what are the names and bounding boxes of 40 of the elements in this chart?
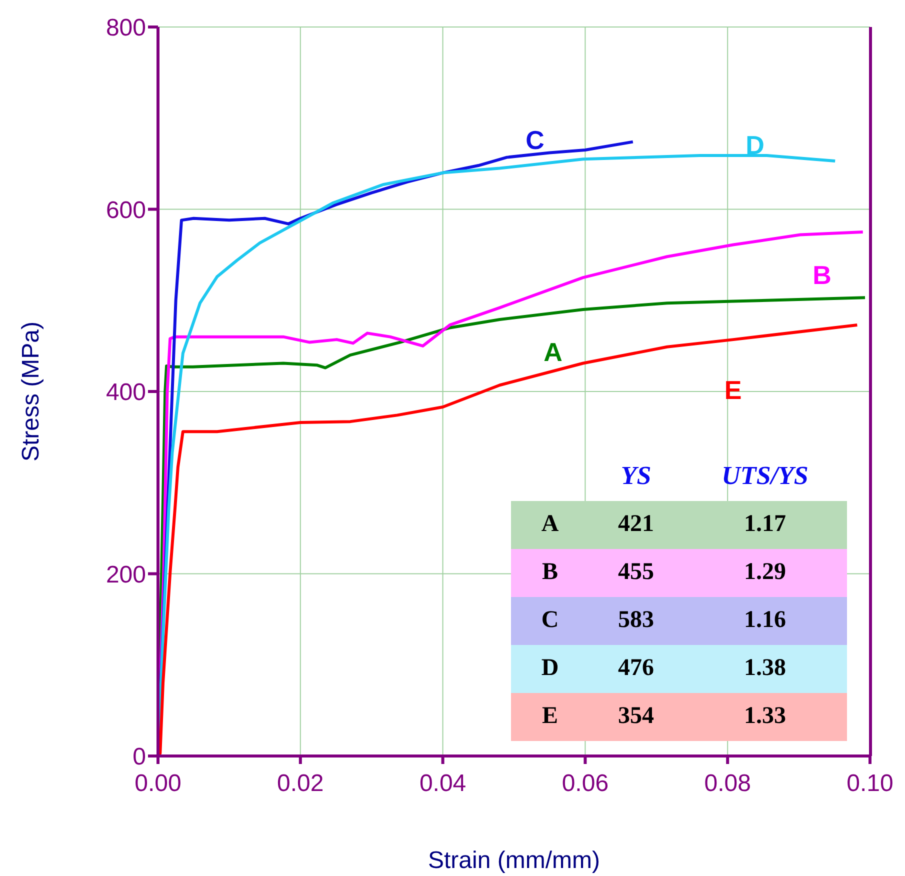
- annotation: 1.16: [743, 607, 787, 634]
- x-tick-label: 0.04: [419, 770, 466, 798]
- annotation: 1.38: [743, 655, 787, 682]
- y-tick-label: 400: [106, 379, 146, 406]
- x-tick-label: 0.08: [704, 770, 751, 798]
- annotation: 1.17: [743, 511, 787, 538]
- x-tick-label: 0.06: [562, 770, 609, 798]
- annotation: 476: [617, 655, 655, 682]
- annotation: E: [540, 703, 559, 730]
- x-tick-label: 0.10: [846, 770, 894, 798]
- y-tick-label: 600: [106, 196, 146, 224]
- table-row: C 583 1.16: [511, 597, 847, 645]
- annotation: YS: [620, 461, 652, 491]
- table-row: D 476 1.38: [511, 645, 847, 693]
- series-label: A: [542, 336, 564, 368]
- annotation: UTS/YS: [720, 461, 810, 491]
- y-axis-title: Stress (MPa): [18, 321, 45, 462]
- annotation: 354: [617, 703, 655, 730]
- annotation: 455: [617, 559, 655, 586]
- annotation: 1.29: [743, 559, 787, 586]
- series-label: D: [744, 129, 766, 161]
- table-row: B 455 1.29: [511, 549, 847, 597]
- series-label: C: [524, 124, 546, 156]
- y-tick-label: 0: [132, 744, 146, 771]
- table-row: E 354 1.33: [511, 693, 847, 741]
- x-tick-label: 0.00: [134, 770, 182, 798]
- x-axis-title: Strain (mm/mm): [428, 847, 600, 874]
- series-label: E: [723, 374, 743, 406]
- annotation: 1.33: [743, 703, 787, 730]
- annotation: 421: [617, 511, 655, 538]
- series-label: B: [812, 259, 832, 291]
- y-tick-label: 200: [106, 561, 146, 588]
- annotation: D: [540, 655, 560, 682]
- annotation: 583: [617, 607, 655, 634]
- y-tick-label: 800: [106, 14, 146, 42]
- annotation: A: [540, 511, 560, 538]
- annotation: C: [540, 607, 560, 634]
- table-row: A 421 1.17: [511, 501, 847, 549]
- x-tick-label: 0.02: [277, 770, 324, 798]
- annotation: B: [540, 559, 559, 586]
